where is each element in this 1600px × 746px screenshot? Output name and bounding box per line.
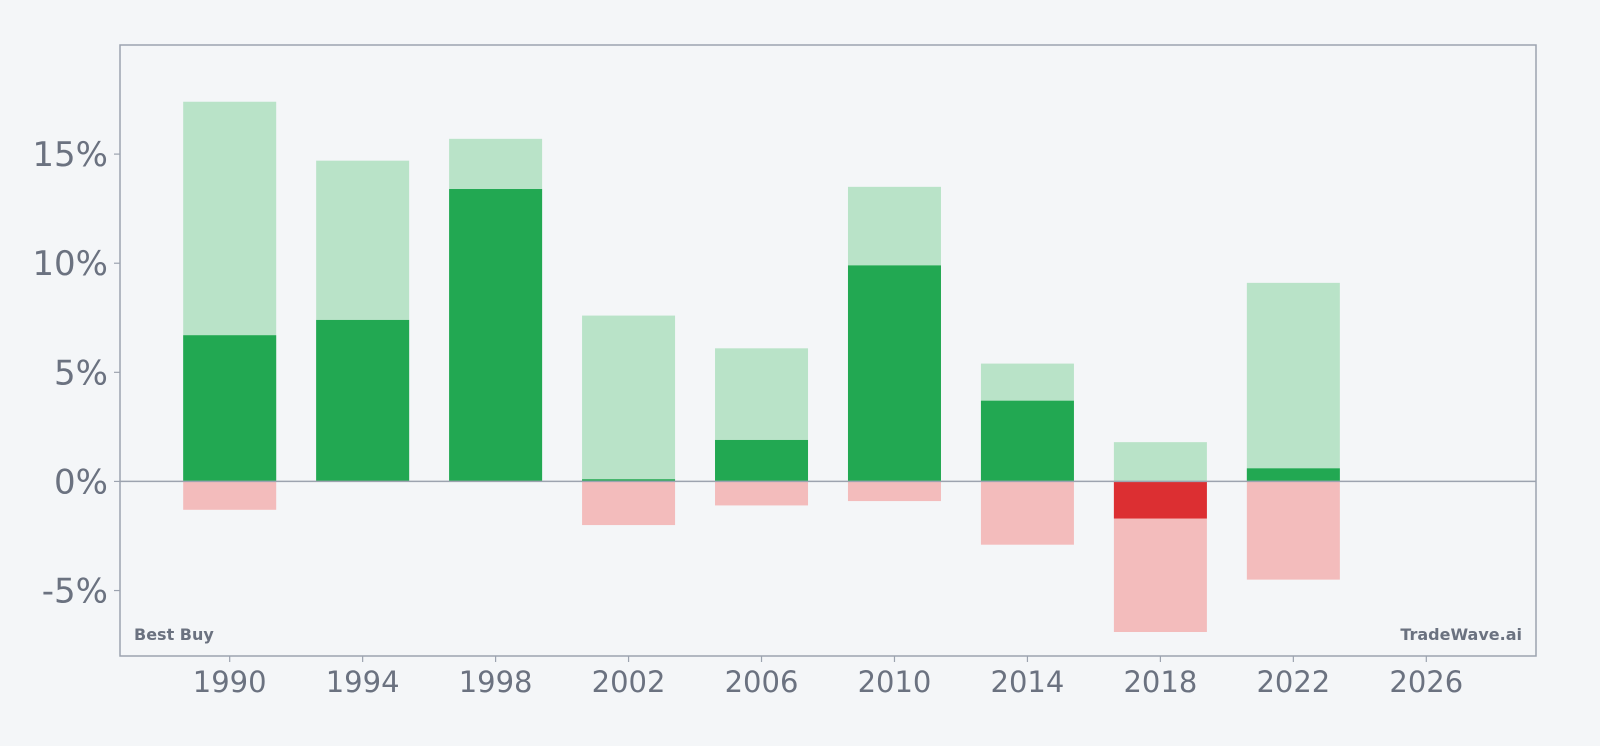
range-bar-down-2010 (847, 481, 941, 502)
value-bar-1990 (183, 335, 277, 482)
corner-label-left: Best Buy (134, 625, 214, 644)
x-tick-label: 1994 (326, 665, 400, 699)
x-tick-label: 2010 (858, 665, 932, 699)
x-tick-label: 2006 (725, 665, 799, 699)
plot-frame (119, 44, 1537, 657)
x-tick-label: 2022 (1256, 665, 1330, 699)
value-bar-2018 (1113, 481, 1207, 519)
x-tick-label: 2026 (1389, 665, 1463, 699)
corner-label-right: TradeWave.ai (1400, 625, 1522, 644)
value-bar-1998 (449, 189, 543, 482)
range-bar-up-2002 (582, 315, 676, 482)
value-bar-1994 (316, 319, 410, 482)
y-tick-label: 15% (32, 135, 108, 175)
range-bar-down-2014 (980, 481, 1074, 545)
range-bar-down-2006 (715, 481, 809, 506)
value-bar-2006 (715, 439, 809, 482)
x-tick-label: 2014 (991, 665, 1065, 699)
x-tick-label: 1998 (459, 665, 533, 699)
x-tick-label: 2018 (1123, 665, 1197, 699)
x-tick-label: 1990 (193, 665, 267, 699)
range-bar-down-2002 (582, 481, 676, 526)
value-bar-2010 (847, 265, 941, 482)
value-bar-2002 (582, 479, 676, 482)
value-bar-2014 (980, 400, 1074, 482)
y-tick-label: 5% (54, 353, 108, 393)
y-axis: -5% 0% 5% 10% 15% (32, 135, 120, 612)
y-tick-label: -5% (42, 572, 108, 612)
x-tick-label: 2002 (592, 665, 666, 699)
value-bar-2022 (1246, 468, 1340, 482)
range-bar-down-2022 (1246, 481, 1340, 580)
x-axis: 1990 1994 1998 2002 2006 2010 2014 2018 2022 2026 (193, 656, 1463, 699)
range-bar-down-1990 (183, 481, 277, 510)
range-bar-up-2018 (1113, 442, 1207, 482)
y-tick-label: 10% (32, 244, 108, 284)
range-bar-up-2022 (1246, 282, 1340, 482)
y-tick-label: 0% (54, 462, 108, 502)
bars-layer (183, 101, 1340, 632)
